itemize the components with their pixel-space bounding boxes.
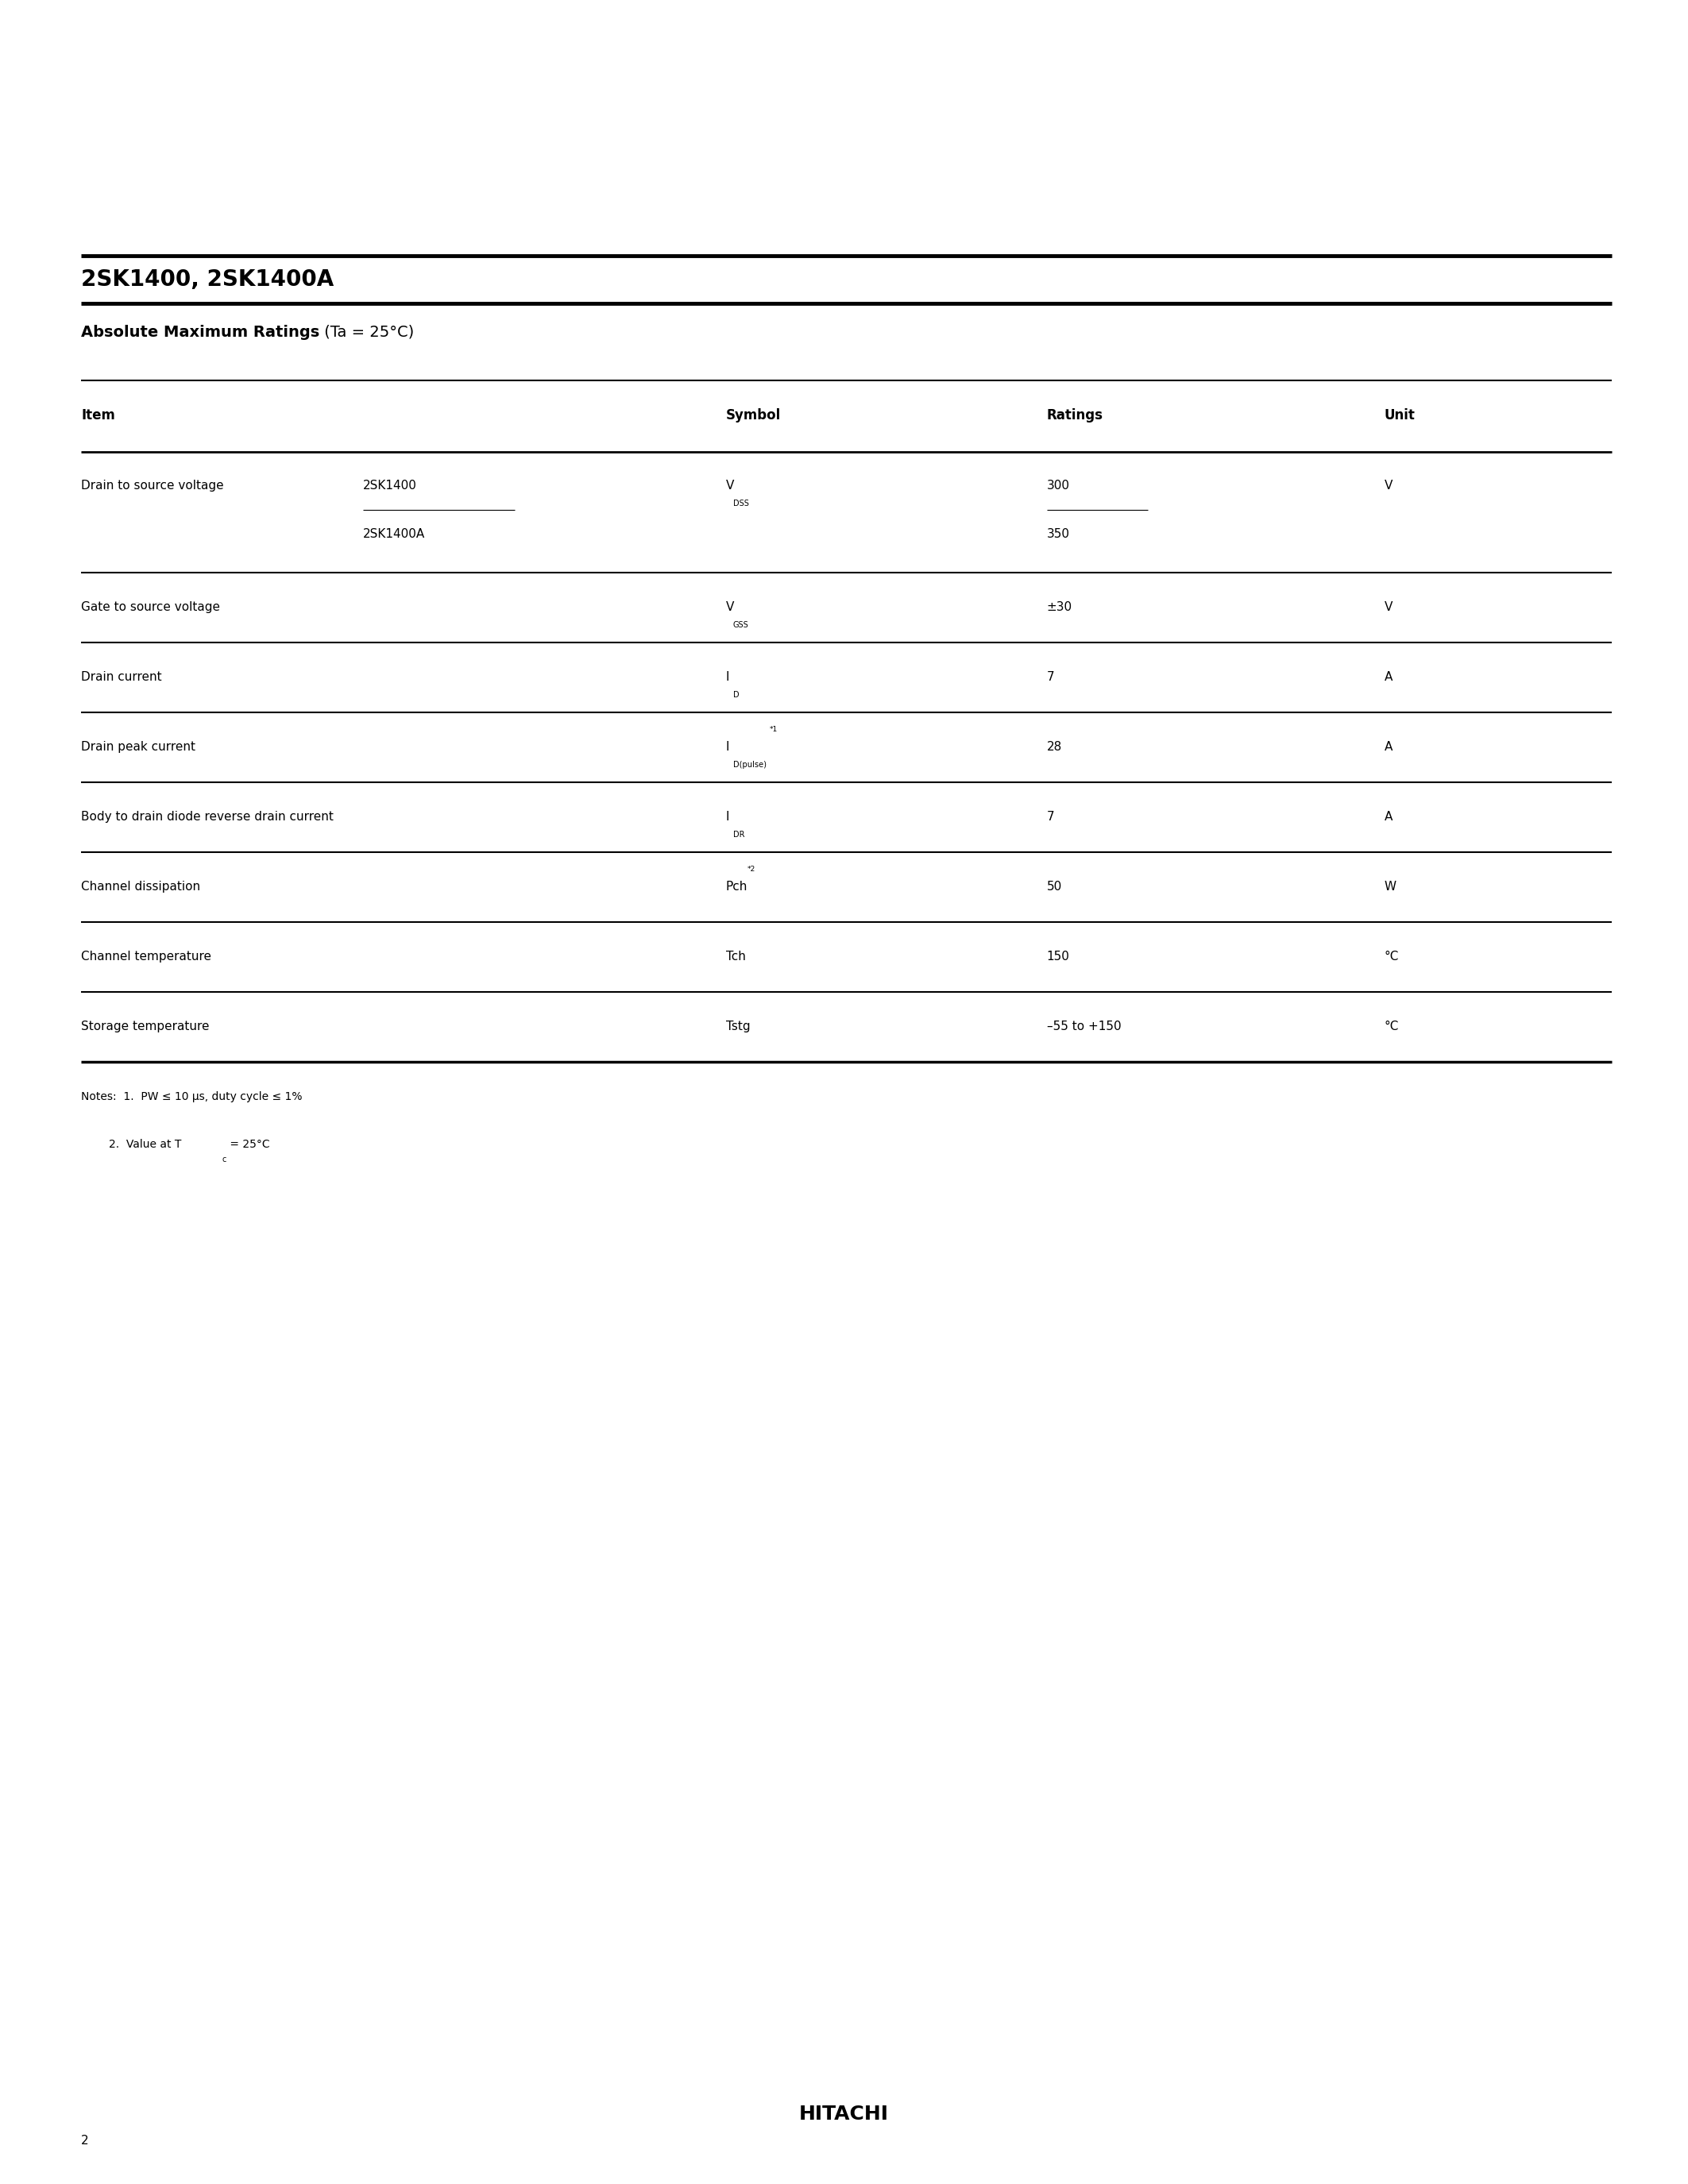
Text: °C: °C: [1384, 1020, 1399, 1033]
Text: DSS: DSS: [733, 500, 749, 507]
Text: 300: 300: [1047, 480, 1070, 491]
Text: Gate to source voltage: Gate to source voltage: [81, 601, 219, 614]
Text: V: V: [1384, 601, 1393, 614]
Text: 2SK1400A: 2SK1400A: [363, 529, 425, 539]
Text: °C: °C: [1384, 950, 1399, 963]
Text: D: D: [733, 690, 739, 699]
Text: 7: 7: [1047, 810, 1055, 823]
Text: Body to drain diode reverse drain current: Body to drain diode reverse drain curren…: [81, 810, 334, 823]
Text: Storage temperature: Storage temperature: [81, 1020, 209, 1033]
Text: 2: 2: [81, 2134, 89, 2147]
Text: 150: 150: [1047, 950, 1070, 963]
Text: Channel temperature: Channel temperature: [81, 950, 211, 963]
Text: 2SK1400, 2SK1400A: 2SK1400, 2SK1400A: [81, 269, 334, 290]
Text: (Ta = 25°C): (Ta = 25°C): [319, 325, 414, 339]
Text: 2SK1400: 2SK1400: [363, 480, 417, 491]
Text: Pch: Pch: [726, 880, 748, 893]
Text: Ratings: Ratings: [1047, 408, 1102, 422]
Text: I: I: [726, 810, 729, 823]
Text: Drain peak current: Drain peak current: [81, 740, 196, 753]
Text: 7: 7: [1047, 670, 1055, 684]
Text: Item: Item: [81, 408, 115, 422]
Text: Unit: Unit: [1384, 408, 1415, 422]
Text: V: V: [1384, 480, 1393, 491]
Text: c: c: [223, 1155, 226, 1164]
Text: Tstg: Tstg: [726, 1020, 749, 1033]
Text: A: A: [1384, 670, 1393, 684]
Text: *2: *2: [748, 865, 755, 874]
Text: Notes:  1.  PW ≤ 10 μs, duty cycle ≤ 1%: Notes: 1. PW ≤ 10 μs, duty cycle ≤ 1%: [81, 1090, 302, 1103]
Text: GSS: GSS: [733, 620, 748, 629]
Text: A: A: [1384, 810, 1393, 823]
Text: Channel dissipation: Channel dissipation: [81, 880, 201, 893]
Text: D(pulse): D(pulse): [733, 760, 766, 769]
Text: –55 to +150: –55 to +150: [1047, 1020, 1121, 1033]
Text: A: A: [1384, 740, 1393, 753]
Text: V: V: [726, 601, 734, 614]
Text: HITACHI: HITACHI: [798, 2105, 890, 2123]
Text: 28: 28: [1047, 740, 1062, 753]
Text: ±30: ±30: [1047, 601, 1072, 614]
Text: V: V: [726, 480, 734, 491]
Text: Tch: Tch: [726, 950, 746, 963]
Text: DR: DR: [733, 830, 744, 839]
Text: Absolute Maximum Ratings: Absolute Maximum Ratings: [81, 325, 319, 339]
Text: I: I: [726, 740, 729, 753]
Text: W: W: [1384, 880, 1396, 893]
Text: 50: 50: [1047, 880, 1062, 893]
Text: 2.  Value at T: 2. Value at T: [81, 1138, 181, 1151]
Text: 350: 350: [1047, 529, 1070, 539]
Text: Drain to source voltage: Drain to source voltage: [81, 480, 225, 491]
Text: I: I: [726, 670, 729, 684]
Text: Drain current: Drain current: [81, 670, 162, 684]
Text: Symbol: Symbol: [726, 408, 782, 422]
Text: = 25°C: = 25°C: [226, 1138, 270, 1151]
Text: *1: *1: [770, 725, 778, 734]
